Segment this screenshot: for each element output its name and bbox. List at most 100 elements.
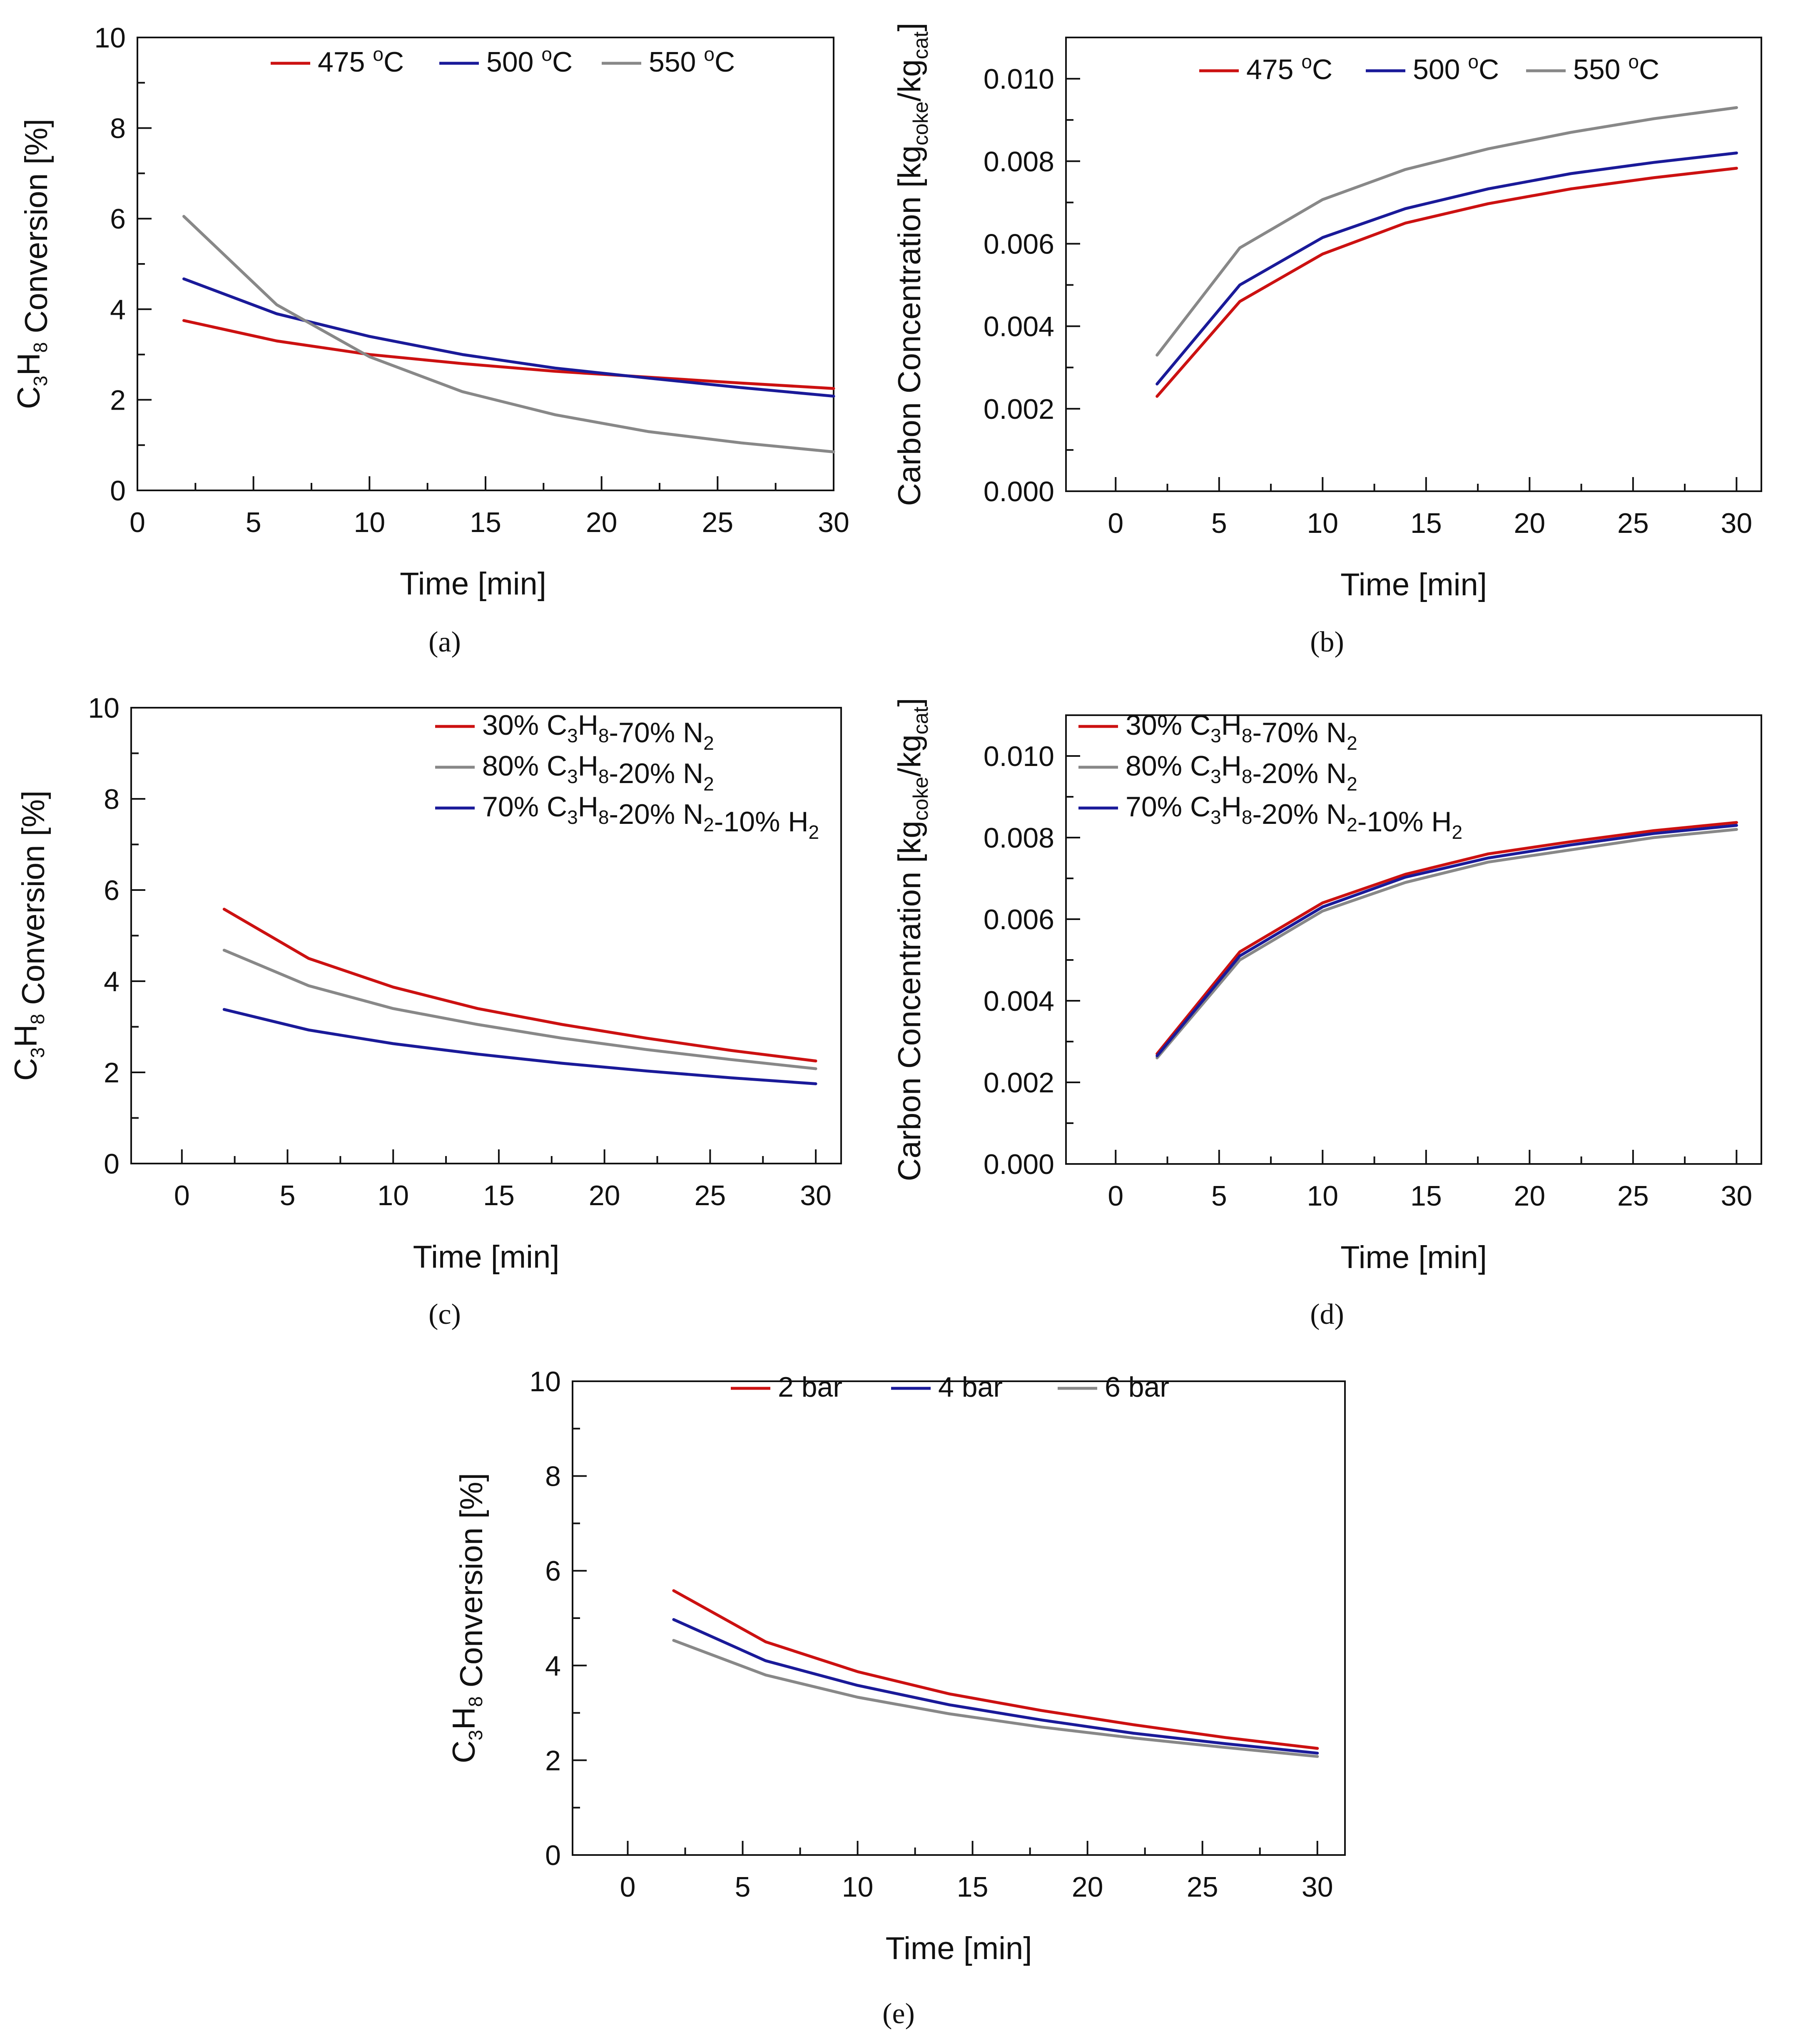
x-tick-label: 5 (1211, 507, 1227, 539)
series-line-b-0 (1156, 167, 1738, 398)
x-tick-label: 0 (174, 1180, 190, 1211)
y-tick-label: 0.008 (984, 822, 1054, 854)
y-tick-label: 0.006 (984, 904, 1054, 935)
x-tick-label: 10 (354, 507, 386, 538)
y-tick-label: 0.002 (984, 1067, 1054, 1099)
legend-label: 550 oC (1573, 51, 1659, 85)
series-line-b-2 (1156, 106, 1738, 357)
y-tick-label: 10 (94, 22, 126, 54)
y-tick-label: 4 (545, 1650, 561, 1682)
x-tick-label: 30 (1302, 1871, 1333, 1903)
y-tick-label: 6 (545, 1555, 561, 1587)
legend-label: 475 oC (318, 43, 404, 78)
x-tick-label: 20 (589, 1180, 620, 1211)
legend-label: 550 oC (649, 43, 735, 78)
y-tick-label: 0 (110, 475, 126, 507)
y-tick-label: 0 (104, 1148, 120, 1180)
x-tick-label: 20 (1514, 1180, 1546, 1212)
y-tick-label: 0.000 (984, 476, 1054, 507)
x-axis-title: Time [min] (1340, 1240, 1487, 1275)
y-axis-title: C3H8 Conversion [%] (11, 119, 54, 409)
y-tick-label: 10 (88, 692, 120, 724)
series-line-d-1 (1156, 828, 1738, 1059)
y-tick-label: 6 (104, 875, 120, 906)
legend-label: 500 oC (486, 43, 573, 78)
y-tick-label: 0.010 (984, 741, 1054, 772)
y-tick-label: 10 (529, 1366, 561, 1397)
legend-e: 2 bar 4 bar 6 bar (731, 1371, 1169, 1403)
legend-label: 80% C3H8-20% N2 (482, 750, 714, 795)
legend-label: 80% C3H8-20% N2 (1126, 750, 1357, 795)
y-tick-label: 0.010 (984, 63, 1054, 95)
series-line-d-0 (1156, 821, 1738, 1055)
legend-label: 70% C3H8-20% N2-10% H2 (482, 791, 819, 843)
x-tick-label: 15 (483, 1180, 515, 1211)
legend-label: 475 oC (1246, 51, 1332, 85)
legend-label: 4 bar (938, 1371, 1003, 1403)
x-tick-label: 0 (129, 507, 145, 538)
y-tick-label: 4 (104, 966, 120, 997)
x-tick-label: 5 (280, 1180, 296, 1211)
legend-b: 475 oC 500 oC 550 oC (1199, 51, 1659, 85)
x-axis-title: Time [min] (413, 1239, 560, 1275)
y-tick-label: 0 (545, 1840, 561, 1871)
x-tick-label: 0 (620, 1871, 636, 1903)
panel-caption-c: (c) (428, 1298, 461, 1330)
x-axis-title: Time [min] (1340, 567, 1487, 602)
series-line-c-1 (222, 949, 817, 1070)
legend-label: 30% C3H8-70% N2 (1126, 709, 1357, 754)
panel-caption-d: (d) (1310, 1298, 1344, 1330)
chart-panel-d: 0 5 10 15 20 25 30 0.000 0.002 0.004 0.006 0.008 0.0… (892, 698, 1762, 1330)
y-tick-label: 8 (545, 1461, 561, 1492)
x-tick-label: 20 (586, 507, 618, 538)
y-tick-label: 4 (110, 294, 126, 326)
x-tick-label: 25 (1617, 1180, 1649, 1212)
x-tick-label: 25 (1617, 507, 1649, 539)
y-tick-label: 2 (110, 384, 126, 416)
x-tick-label: 10 (1307, 1180, 1338, 1212)
y-tick-label: 8 (110, 113, 126, 144)
panel-caption-e: (e) (882, 1998, 915, 2030)
y-tick-label: 0.000 (984, 1149, 1054, 1180)
series-line-a-2 (182, 215, 835, 453)
y-tick-label: 0.008 (984, 146, 1054, 177)
series-line-e-2 (672, 1639, 1319, 1758)
legend-label: 70% C3H8-20% N2-10% H2 (1126, 791, 1462, 843)
panel-caption-a: (a) (428, 626, 461, 658)
chart-panel-a: 0 5 10 15 20 25 30 0 2 4 6 8 10 Time [min] C3H8 Conver… (11, 22, 849, 658)
x-tick-label: 25 (695, 1180, 726, 1211)
y-tick-label: 0.004 (984, 311, 1054, 343)
chart-panel-e: 0 5 10 15 20 25 30 0 2 4 6 8 10 Time [min] C3H8 Conver… (446, 1366, 1346, 2030)
y-tick-label: 0.004 (984, 985, 1054, 1017)
chart-panel-b: 0 5 10 15 20 25 30 0.000 0.002 0.004 0.006 0.008 0.0… (892, 23, 1762, 658)
x-axis-title: Time [min] (400, 566, 546, 602)
y-axis-title: C3H8 Conversion [%] (8, 791, 51, 1081)
x-tick-label: 0 (1108, 507, 1123, 539)
y-tick-label: 6 (110, 203, 126, 235)
series-line-c-0 (222, 908, 817, 1063)
series-line-a-0 (182, 319, 835, 390)
x-tick-label: 15 (470, 507, 501, 538)
x-tick-label: 15 (1410, 507, 1442, 539)
x-tick-label: 5 (735, 1871, 751, 1903)
series-line-b-1 (1156, 152, 1738, 385)
y-tick-label: 2 (545, 1745, 561, 1776)
panel-caption-b: (b) (1310, 626, 1344, 658)
legend-label: 30% C3H8-70% N2 (482, 709, 714, 754)
plot-frame-d (1065, 714, 1762, 1165)
legend-label: 6 bar (1105, 1371, 1169, 1403)
x-tick-label: 30 (818, 507, 849, 538)
x-tick-label: 5 (246, 507, 261, 538)
x-tick-label: 5 (1211, 1180, 1227, 1212)
x-tick-label: 10 (842, 1871, 874, 1903)
series-line-e-0 (672, 1589, 1319, 1750)
x-tick-label: 10 (377, 1180, 409, 1211)
x-tick-label: 20 (1514, 507, 1546, 539)
x-tick-label: 30 (1721, 1180, 1753, 1212)
x-axis-title: Time [min] (886, 1931, 1032, 1966)
y-tick-label: 0.002 (984, 393, 1054, 425)
